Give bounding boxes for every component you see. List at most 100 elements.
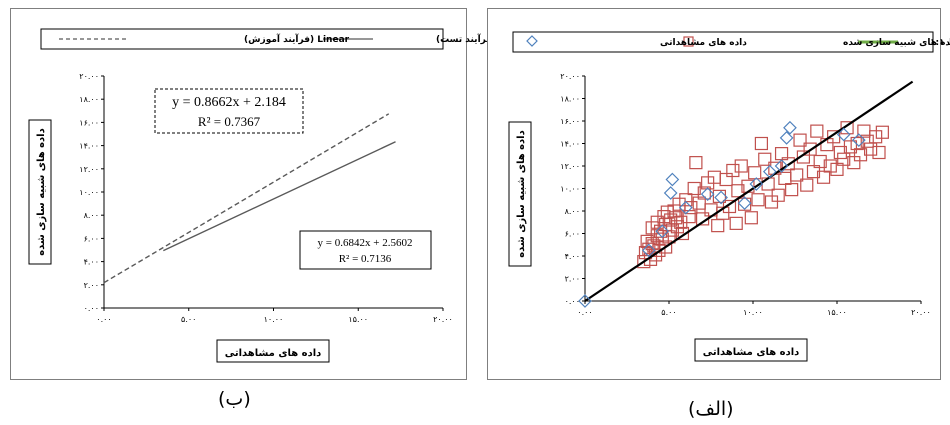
scatter-point-observed: [779, 131, 794, 145]
x-tick-label: ۵.۰۰: [181, 315, 196, 324]
y-tick-label: ۲۰.۰۰: [560, 72, 580, 81]
scatter-point-simulated: [729, 216, 743, 230]
x-tick-label: ۰.۰۰: [96, 315, 111, 324]
legend-label-one-to-one: خط ۱:۱: [930, 38, 950, 48]
scatter-chart: ۰.۰۰ ۲.۰۰ ۴.۰۰ ۶.۰۰ ۸.۰۰ ۱۰.۰۰ ۱۲.۰۰ ۱۴.۰۰ ۱۶.۰۰…: [508, 31, 950, 362]
x-axis-label-box: [216, 339, 330, 363]
scatter-point-simulated: [803, 142, 817, 156]
y-tick-label: ۱۶.۰۰: [79, 118, 99, 127]
scatter-point-simulated: [652, 243, 666, 257]
scatter-point-simulated: [684, 201, 698, 215]
y-tick-label: ۶.۰۰: [565, 230, 580, 239]
legend-label-train: Linear (فرآیند آموزش): [244, 33, 350, 45]
scatter-point-simulated: [793, 133, 807, 147]
scatter-point-observed: [836, 127, 851, 142]
y-axis-label-box: [28, 119, 52, 265]
scatter-point-simulated: [722, 199, 737, 214]
scatter-point-simulated: [850, 136, 864, 151]
chart-panel-b: ۰.۰۰ ۲.۰۰ ۴.۰۰ ۶.۰۰ ۸.۰۰ ۱۰.۰۰ ۱۲.۰۰ ۱۴.۰۰ ۱۶.۰۰…: [10, 8, 532, 380]
y-axis-label: داده های شبیه سازی شده: [516, 130, 527, 257]
y-tick-label: ۲۰.۰۰: [79, 72, 99, 81]
scatter-point-simulated: [638, 246, 653, 260]
one-to-one-line: [584, 80, 914, 302]
equation-train: y = 0.8662x + 2.184: [172, 95, 286, 110]
r2-test: R² = 0.7136: [339, 253, 392, 265]
scatter-point-simulated: [816, 170, 831, 184]
x-tick-label: ۱۰.۰۰: [264, 315, 284, 324]
scatter-point-observed: [655, 224, 670, 239]
y-axis-label-group: داده های شبیه سازی شده: [28, 119, 52, 265]
scatter-point-simulated: [761, 177, 775, 191]
scatter-point-simulated: [670, 220, 684, 234]
x-axis-label-box: [694, 338, 808, 362]
legend-label-observed: داده های مشاهداتی: [660, 38, 747, 48]
x-tick-label: ۰.۰۰: [577, 308, 592, 317]
trendline-train: [103, 113, 390, 284]
y-tick-label: ۲.۰۰: [565, 275, 580, 284]
y-axis-label-group: داده های شبیه سازی شده: [508, 121, 532, 267]
y-tick-label: ۱۲.۰۰: [560, 162, 580, 171]
x-tick-label: ۵.۰۰: [661, 308, 676, 317]
legend-box: [512, 31, 934, 53]
scatter-point-simulated: [875, 125, 889, 139]
chart-panel-a: ۰.۰۰ ۲.۰۰ ۴.۰۰ ۶.۰۰ ۸.۰۰ ۱۰.۰۰ ۱۲.۰۰ ۱۴.۰۰ ۱۶.۰۰…: [487, 8, 950, 380]
scatter-point-observed: [700, 187, 715, 201]
scatter-point-observed: [762, 164, 777, 179]
scatter-point-simulated: [738, 197, 752, 211]
scatter-point-observed: [774, 159, 789, 173]
scatter-point-simulated: [764, 195, 779, 209]
scatter-point-simulated: [643, 252, 658, 266]
scatter-point-observed: [663, 186, 678, 200]
scatter-point-simulated: [847, 156, 861, 170]
y-axis-label-box: [508, 121, 532, 267]
scatter-point-simulated: [667, 204, 681, 218]
x-tick-label: ۱۵.۰۰: [348, 315, 368, 324]
y-tick-label: ۱۰.۰۰: [79, 188, 99, 197]
x-axis-label: داده های مشاهداتی: [225, 348, 322, 359]
scatter-point-simulated: [687, 181, 701, 196]
scatter-point-simulated: [800, 178, 814, 192]
legend-swatch-observed: [526, 35, 538, 47]
scatter-point-observed: [737, 196, 752, 210]
scatter-point-simulated: [860, 134, 874, 148]
scatter-point-simulated: [796, 150, 810, 164]
scatter-point-simulated: [785, 183, 799, 197]
scatter-point-observed: [578, 294, 592, 308]
scatter-point-simulated: [731, 184, 745, 198]
y-tick-label: ۰.۰۰: [84, 304, 99, 313]
scatter-point-simulated: [830, 162, 844, 176]
y-tick-label: ۲.۰۰: [84, 281, 99, 290]
scatter-point-simulated: [697, 186, 711, 200]
y-tick-label: ۱۶.۰۰: [560, 117, 580, 126]
y-tick-label: ۶.۰۰: [84, 234, 99, 243]
y-tick-label: ۱۸.۰۰: [560, 95, 580, 104]
y-tick-label: ۱۴.۰۰: [560, 140, 580, 149]
scatter-point-simulated: [751, 193, 765, 207]
scatter-point-simulated: [664, 213, 678, 227]
scatter-point-simulated: [823, 159, 837, 173]
scatter-point-observed: [641, 243, 656, 258]
trendline-test: [163, 141, 396, 252]
scatter-point-simulated: [790, 168, 804, 182]
y-tick-label: ۱۲.۰۰: [79, 165, 99, 174]
legend-swatch-simulated: [683, 36, 694, 47]
y-tick-label: ۴.۰۰: [565, 252, 580, 261]
r2-train: R² = 0.7367: [198, 114, 261, 129]
scatter-point-observed: [783, 120, 797, 135]
y-tick-label: ۸.۰۰: [84, 211, 99, 220]
legend-box: [40, 28, 444, 50]
scatter-point-simulated: [675, 226, 690, 241]
equation-box-test: [299, 230, 432, 270]
caption-b: (ب): [218, 388, 251, 410]
scatter-point-simulated: [820, 138, 834, 152]
equation-box-train: [154, 88, 304, 134]
y-tick-label: ۰.۰۰: [565, 297, 580, 306]
scatter-point-simulated: [843, 140, 858, 154]
scatter-point-simulated: [758, 152, 772, 166]
scatter-point-simulated: [689, 156, 703, 170]
legend-label-simulated: داده های شبیه سازی شده: [843, 38, 950, 48]
scatter-point-simulated: [659, 240, 673, 254]
scatter-point-simulated: [669, 211, 683, 225]
scatter-point-simulated: [726, 163, 740, 178]
scatter-point-simulated: [719, 172, 733, 187]
